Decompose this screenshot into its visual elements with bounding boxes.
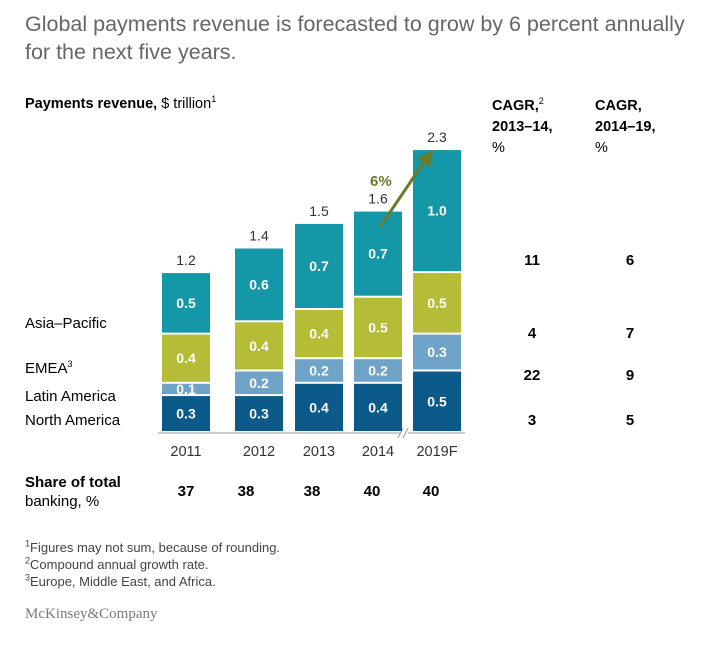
data-label-emea-2011: 0.4 [176, 350, 196, 366]
bar-segment-north-america-2019f [413, 371, 461, 431]
cagr-header-unit: % [492, 140, 505, 156]
bar-segment-asia-pacific-2013 [295, 223, 343, 308]
data-label-latin-america-2014: 0.2 [368, 363, 388, 379]
data-label-latin-america-2013: 0.2 [309, 363, 329, 379]
total-label-2013: 1.5 [309, 203, 329, 219]
data-label-emea-2013: 0.4 [309, 326, 329, 342]
chart-subtitle: Payments revenue, $ trillion1 [25, 94, 217, 112]
cagr-asia-pacific-2013-14: 4 [527, 325, 537, 342]
bar-segment-latin-america-2012 [235, 371, 283, 395]
share-value-2014: 40 [363, 483, 381, 500]
axis-break-mark [402, 427, 409, 439]
data-label-emea-2014: 0.5 [368, 319, 388, 335]
x-tick-label-2011: 2011 [170, 444, 201, 460]
data-label-latin-america-2012: 0.2 [249, 375, 269, 391]
emea-footnote-mark: 3 [67, 359, 73, 369]
cagr-header-2014-19: CAGR, 2014–19, % [595, 96, 655, 159]
data-label-north-america-2011: 0.3 [176, 406, 196, 422]
bar-segment-latin-america-2013 [295, 359, 343, 382]
region-label-latin-america: Latin America [25, 388, 116, 405]
x-tick-label-2012: 2012 [243, 444, 275, 460]
bar-segment-north-america-2012 [235, 396, 283, 431]
page-title: Global payments revenue is forecasted to… [25, 12, 685, 64]
total-label-2012: 1.4 [249, 228, 269, 244]
footnote-3: 3Europe, Middle East, and Africa. [25, 572, 216, 589]
bar-segment-emea-2013 [295, 310, 343, 358]
data-label-north-america-2014: 0.4 [368, 399, 388, 415]
cagr-total-2014-19: 6 [625, 252, 635, 269]
share-of-banking-label: Share of total banking, % [25, 474, 121, 510]
growth-arrow-shaft [378, 158, 428, 228]
data-label-latin-america-2011: 0.1 [176, 381, 196, 397]
footnote-2: 2Compound annual growth rate. [25, 555, 209, 572]
data-label-north-america-2012: 0.3 [249, 406, 269, 422]
cagr-total-2013-14: 11 [524, 252, 540, 269]
cagr-header-footnote-mark: 2 [538, 96, 544, 107]
x-tick-label-2019f: 2019F [416, 444, 457, 460]
data-label-latin-america-2019f: 0.3 [427, 344, 447, 360]
data-label-emea-2012: 0.4 [249, 338, 269, 354]
region-label-north-america: North America [25, 412, 121, 429]
share-value-2019f: 40 [422, 483, 440, 500]
bar-segment-latin-america-2011 [162, 383, 210, 395]
bar-segment-emea-2012 [235, 322, 283, 370]
data-label-emea-2019f: 0.5 [427, 295, 447, 311]
bar-segment-asia-pacific-2014 [354, 211, 402, 296]
bar-segment-emea-2011 [162, 334, 210, 382]
subtitle-footnote-mark: 1 [211, 94, 217, 105]
growth-arrow-head [417, 150, 433, 167]
growth-rate-label: 6% [370, 173, 392, 190]
total-label-2019f: 2.3 [427, 129, 447, 145]
cagr-latin-america-2014-19: 5 [625, 412, 635, 429]
footnote-1: 1Figures may not sum, because of roundin… [25, 538, 281, 555]
axis-break-mark [397, 427, 404, 439]
bar-segment-north-america-2011 [162, 396, 210, 431]
subtitle-bold: Payments revenue, [25, 96, 158, 112]
total-label-2014: 1.6 [368, 191, 388, 207]
bar-segment-emea-2019f [413, 273, 461, 333]
bar-segment-asia-pacific-2011 [162, 273, 210, 333]
share-value-2012: 38 [237, 483, 255, 500]
data-label-north-america-2013: 0.4 [309, 399, 329, 415]
x-tick-label-2013: 2013 [303, 444, 335, 460]
cagr-asia-pacific-2014-19: 7 [625, 325, 635, 342]
region-label-emea: EMEA3 [25, 359, 73, 378]
cagr-header-2013-14: CAGR,2 2013–14, % [492, 96, 552, 159]
cagr-header-unit: % [595, 140, 608, 156]
total-label-2011: 1.2 [176, 252, 196, 268]
region-label-asia-pacific: Asia–Pacific [25, 315, 107, 332]
cagr-header-period: 2014–19, [595, 119, 656, 135]
cagr-emea-2013-14: 22 [523, 367, 541, 384]
data-label-asia-pacific-2019f: 1.0 [427, 203, 447, 219]
bar-segment-latin-america-2014 [354, 359, 402, 382]
subtitle-unit: $ trillion [157, 96, 212, 112]
cagr-latin-america-2013-14: 3 [527, 412, 537, 429]
bar-segment-asia-pacific-2012 [235, 248, 283, 321]
share-value-2011: 37 [177, 483, 195, 500]
bar-segment-asia-pacific-2019f [413, 150, 461, 272]
bar-segment-north-america-2014 [354, 383, 402, 431]
bar-segment-north-america-2013 [295, 383, 343, 431]
cagr-header-period: 2013–14, [492, 119, 553, 135]
data-label-north-america-2019f: 0.5 [427, 393, 447, 409]
data-label-asia-pacific-2011: 0.5 [176, 295, 196, 311]
cagr-header-label: CAGR, [595, 98, 642, 114]
cagr-emea-2014-19: 9 [625, 367, 635, 384]
cagr-header-label: CAGR, [492, 98, 539, 114]
bar-segment-latin-america-2019f [413, 334, 461, 370]
data-label-asia-pacific-2012: 0.6 [249, 276, 269, 292]
mckinsey-logo: McKinsey&Company [25, 606, 158, 622]
data-label-asia-pacific-2013: 0.7 [309, 258, 329, 274]
share-value-2013: 38 [303, 483, 321, 500]
data-label-asia-pacific-2014: 0.7 [368, 246, 388, 262]
bar-segment-emea-2014 [354, 297, 402, 358]
x-tick-label-2014: 2014 [362, 444, 394, 460]
